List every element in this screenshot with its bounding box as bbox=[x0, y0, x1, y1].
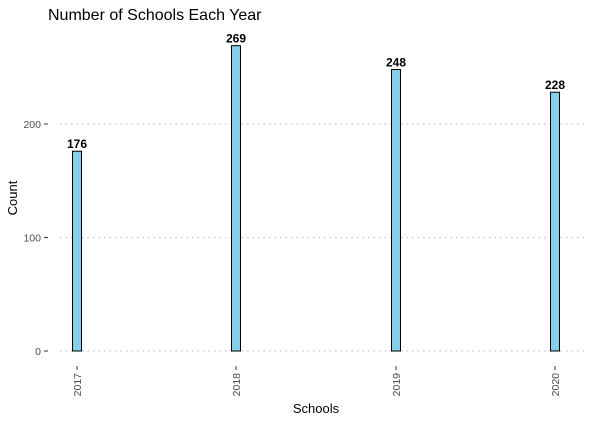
y-axis-ticks: 0 100 200 bbox=[23, 119, 48, 358]
y-tick-label: 100 bbox=[23, 232, 41, 244]
x-tick-label-2019: 2019 bbox=[391, 373, 403, 397]
x-tick-label-2020: 2020 bbox=[550, 373, 562, 397]
bars bbox=[72, 45, 560, 352]
x-axis-ticks: 2017 2018 2019 2020 bbox=[72, 366, 562, 396]
data-labels: 176 269 248 228 bbox=[67, 32, 565, 152]
data-label-2018: 269 bbox=[226, 32, 246, 46]
x-axis-label: Schools bbox=[293, 401, 340, 416]
data-label-2019: 248 bbox=[386, 56, 406, 70]
bar-2017 bbox=[72, 150, 82, 352]
y-tick-label: 200 bbox=[23, 119, 41, 131]
x-tick-label-2018: 2018 bbox=[231, 373, 243, 397]
chart-title: Number of Schools Each Year bbox=[48, 7, 262, 24]
bar-2020 bbox=[550, 91, 560, 352]
y-axis-label: Count bbox=[5, 180, 20, 215]
bar-2018 bbox=[231, 45, 241, 352]
data-label-2017: 176 bbox=[67, 137, 87, 151]
data-label-2020: 228 bbox=[545, 78, 565, 92]
x-tick-label-2017: 2017 bbox=[72, 373, 84, 397]
grid-lines bbox=[60, 123, 585, 352]
bar-2019 bbox=[391, 69, 401, 352]
y-tick-label: 0 bbox=[35, 346, 41, 358]
